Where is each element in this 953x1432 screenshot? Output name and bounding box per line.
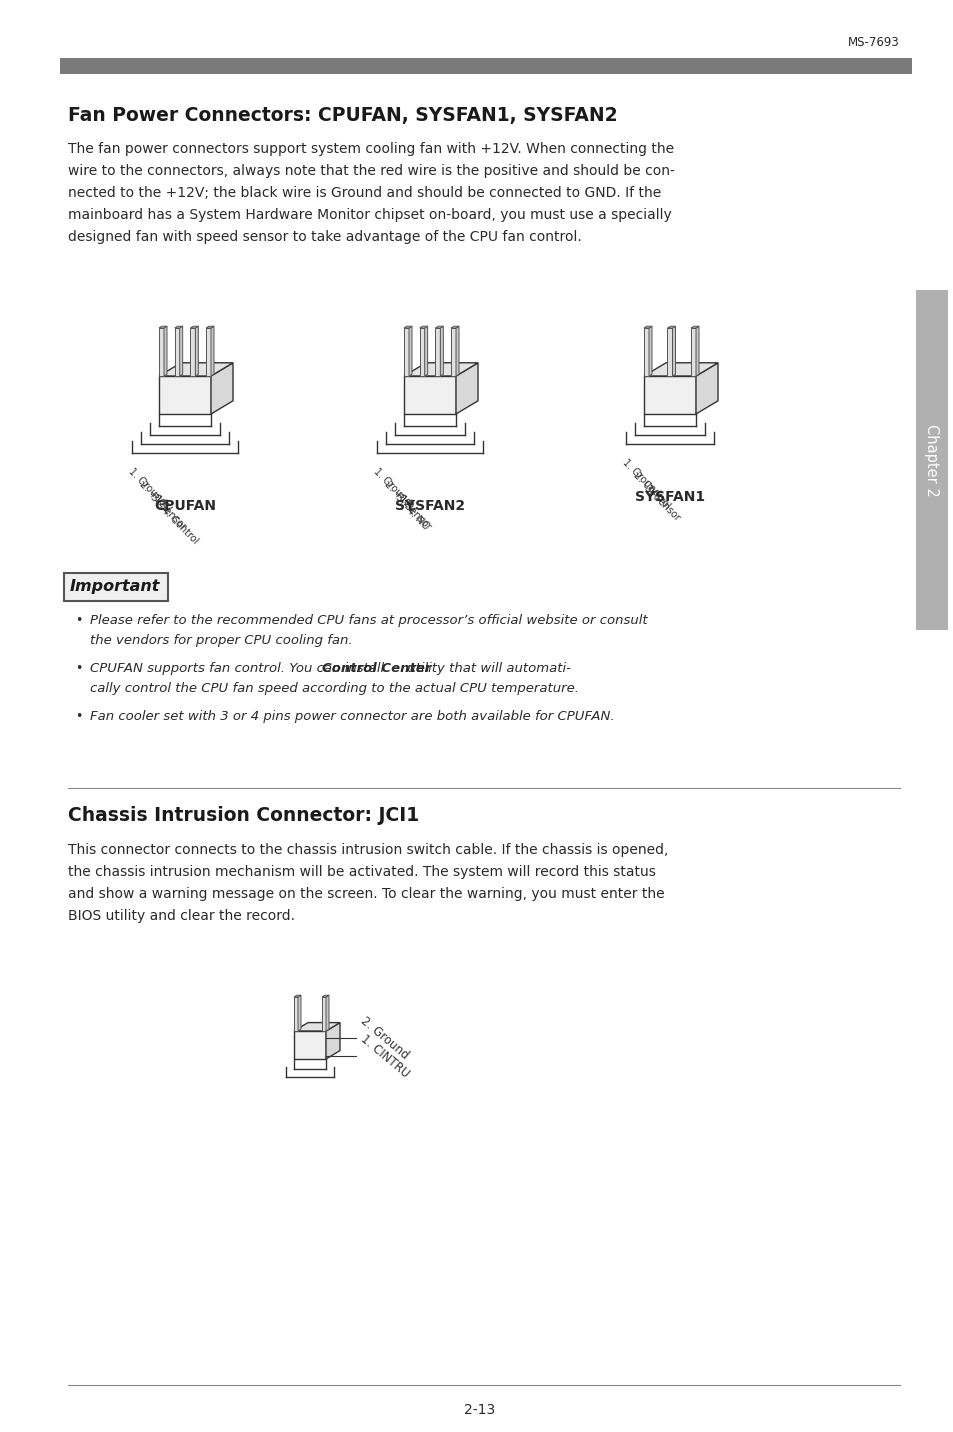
Polygon shape: [456, 362, 477, 414]
Bar: [294, 997, 297, 1031]
Bar: [667, 328, 672, 377]
Bar: [159, 377, 211, 414]
Polygon shape: [451, 326, 458, 328]
Text: Chassis Intrusion Connector: JCI1: Chassis Intrusion Connector: JCI1: [68, 806, 418, 825]
Polygon shape: [195, 326, 198, 377]
Text: MS-7693: MS-7693: [847, 36, 899, 49]
Polygon shape: [211, 362, 233, 414]
Polygon shape: [667, 326, 675, 328]
Text: 2. +12V: 2. +12V: [138, 478, 172, 514]
Polygon shape: [191, 326, 198, 328]
Polygon shape: [643, 326, 651, 328]
Text: 2. +12V: 2. +12V: [382, 478, 417, 514]
Text: cally control the CPU fan speed according to the actual CPU temperature.: cally control the CPU fan speed accordin…: [90, 682, 578, 695]
Polygon shape: [294, 1022, 339, 1031]
Text: The fan power connectors support system cooling fan with +12V. When connecting t: The fan power connectors support system …: [68, 142, 674, 156]
Bar: [60, 59, 911, 74]
Text: •: •: [75, 662, 82, 674]
Bar: [643, 377, 696, 414]
Text: designed fan with speed sensor to take advantage of the CPU fan control.: designed fan with speed sensor to take a…: [68, 231, 581, 243]
Polygon shape: [409, 326, 412, 377]
Text: CPUFAN supports fan control. You can install: CPUFAN supports fan control. You can ins…: [90, 662, 388, 674]
Text: 1. Ground: 1. Ground: [127, 465, 168, 507]
Text: •: •: [75, 710, 82, 723]
Polygon shape: [419, 326, 427, 328]
Polygon shape: [424, 326, 427, 377]
FancyBboxPatch shape: [64, 573, 168, 601]
Bar: [435, 328, 440, 377]
Text: Fan cooler set with 3 or 4 pins power connector are both available for CPUFAN.: Fan cooler set with 3 or 4 pins power co…: [90, 710, 614, 723]
Polygon shape: [648, 326, 651, 377]
Bar: [915, 291, 947, 630]
Bar: [403, 328, 409, 377]
Bar: [206, 328, 211, 377]
Text: mainboard has a System Hardware Monitor chipset on-board, you must use a special: mainboard has a System Hardware Monitor …: [68, 208, 671, 222]
Polygon shape: [440, 326, 443, 377]
Text: 4. NC: 4. NC: [405, 505, 430, 531]
Text: This connector connects to the chassis intrusion switch cable. If the chassis is: This connector connects to the chassis i…: [68, 843, 668, 856]
Polygon shape: [403, 326, 412, 328]
Bar: [294, 1031, 326, 1060]
Text: SYSFAN1: SYSFAN1: [635, 490, 704, 504]
Polygon shape: [206, 326, 213, 328]
Polygon shape: [174, 326, 182, 328]
Text: •: •: [75, 614, 82, 627]
Text: the vendors for proper CPU cooling fan.: the vendors for proper CPU cooling fan.: [90, 634, 353, 647]
Text: 2. Control: 2. Control: [631, 470, 672, 511]
Bar: [403, 377, 456, 414]
Text: 1. CINTRU: 1. CINTRU: [357, 1032, 412, 1080]
Bar: [174, 328, 179, 377]
Text: 1. Ground: 1. Ground: [372, 465, 413, 507]
Polygon shape: [456, 326, 458, 377]
Text: SYSFAN2: SYSFAN2: [395, 498, 464, 513]
Polygon shape: [435, 326, 443, 328]
Text: Important: Important: [70, 579, 160, 593]
Text: BIOS utility and clear the record.: BIOS utility and clear the record.: [68, 909, 294, 924]
Bar: [322, 997, 326, 1031]
Text: 4. Control: 4. Control: [160, 505, 200, 546]
Polygon shape: [294, 995, 301, 997]
Text: 3. Sensor: 3. Sensor: [394, 493, 433, 531]
Polygon shape: [164, 326, 167, 377]
Polygon shape: [326, 1022, 339, 1060]
Text: 3. Sensor: 3. Sensor: [642, 483, 681, 523]
Text: Control Center: Control Center: [321, 662, 431, 674]
Text: the chassis intrusion mechanism will be activated. The system will record this s: the chassis intrusion mechanism will be …: [68, 865, 656, 879]
Bar: [643, 328, 648, 377]
Bar: [191, 328, 195, 377]
Polygon shape: [643, 362, 718, 377]
Polygon shape: [159, 362, 233, 377]
Text: 2-13: 2-13: [464, 1403, 496, 1418]
Text: Please refer to the recommended CPU fans at processor’s official website or cons: Please refer to the recommended CPU fans…: [90, 614, 647, 627]
Polygon shape: [322, 995, 329, 997]
Polygon shape: [690, 326, 699, 328]
Text: utility that will automati-: utility that will automati-: [402, 662, 570, 674]
Text: 2. Ground: 2. Ground: [357, 1014, 411, 1061]
Text: 3. Sensor: 3. Sensor: [149, 493, 188, 531]
Text: wire to the connectors, always note that the red wire is the positive and should: wire to the connectors, always note that…: [68, 165, 674, 178]
Polygon shape: [696, 326, 699, 377]
Text: 1. Ground: 1. Ground: [620, 457, 661, 498]
Polygon shape: [403, 362, 477, 377]
Polygon shape: [696, 362, 718, 414]
Polygon shape: [326, 995, 329, 1031]
Text: nected to the +12V; the black wire is Ground and should be connected to GND. If : nected to the +12V; the black wire is Gr…: [68, 186, 660, 200]
Bar: [451, 328, 456, 377]
Bar: [419, 328, 424, 377]
Polygon shape: [672, 326, 675, 377]
Polygon shape: [211, 326, 213, 377]
Text: CPUFAN: CPUFAN: [153, 498, 215, 513]
Text: Fan Power Connectors: CPUFAN, SYSFAN1, SYSFAN2: Fan Power Connectors: CPUFAN, SYSFAN1, S…: [68, 106, 617, 125]
Bar: [159, 328, 164, 377]
Bar: [690, 328, 696, 377]
Polygon shape: [297, 995, 301, 1031]
Polygon shape: [159, 326, 167, 328]
Text: and show a warning message on the screen. To clear the warning, you must enter t: and show a warning message on the screen…: [68, 886, 664, 901]
Polygon shape: [179, 326, 182, 377]
Text: Chapter 2: Chapter 2: [923, 424, 939, 497]
